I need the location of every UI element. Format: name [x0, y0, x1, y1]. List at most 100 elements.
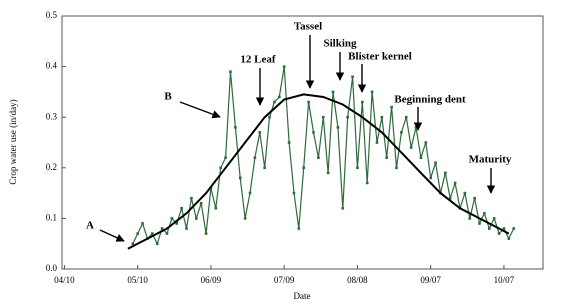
data-point	[331, 90, 335, 94]
data-point	[497, 232, 501, 235]
data-point	[414, 126, 418, 129]
data-point	[190, 196, 193, 200]
data-point	[302, 166, 306, 170]
data-point	[165, 232, 169, 235]
data-point	[468, 217, 472, 220]
data-point	[502, 227, 506, 230]
data-point	[214, 206, 218, 210]
data-point	[351, 75, 354, 79]
data-point	[453, 181, 457, 185]
data-point	[273, 100, 276, 104]
data-point	[346, 115, 349, 119]
x-tick-label: 08/08	[347, 275, 368, 285]
data-point	[155, 242, 159, 245]
x-axis-label: Date	[294, 291, 311, 301]
data-point	[336, 126, 340, 129]
data-point	[185, 227, 188, 230]
data-point	[317, 156, 320, 159]
data-point	[326, 171, 330, 175]
y-tick-label: 0.2	[46, 162, 57, 172]
annotation-arrow	[99, 229, 125, 242]
data-point	[365, 181, 369, 185]
data-point	[307, 100, 310, 104]
data-point	[444, 171, 447, 175]
annotation: Beginning dent	[394, 94, 466, 106]
data-point	[512, 227, 516, 230]
data-point	[282, 65, 286, 68]
data-point	[312, 131, 315, 134]
y-tick-label: 0.4	[46, 61, 58, 71]
data-point	[492, 217, 496, 220]
data-point	[229, 70, 232, 73]
data-point	[131, 242, 135, 245]
data-point	[297, 227, 301, 230]
data-point	[238, 176, 242, 180]
data-point	[424, 141, 428, 144]
x-tick-label: 06/09	[201, 275, 222, 285]
data-point	[487, 227, 491, 230]
annotation: Maturity	[469, 154, 512, 166]
data-point	[395, 166, 398, 170]
data-point	[380, 115, 384, 119]
data-point	[385, 156, 389, 159]
x-tick-label: 07/09	[274, 275, 295, 285]
annotation: Tassel	[294, 21, 322, 33]
data-point	[400, 131, 403, 134]
data-point	[278, 95, 281, 99]
data-point	[224, 156, 227, 159]
data-point	[419, 156, 423, 159]
data-point	[478, 222, 481, 225]
data-point	[199, 201, 203, 205]
data-point	[409, 146, 413, 149]
data-point	[219, 166, 223, 170]
data-point	[170, 217, 174, 220]
series-line	[127, 93, 510, 250]
data-point	[234, 126, 237, 129]
data-point	[448, 196, 452, 200]
annotation-arrow	[179, 101, 221, 119]
data-point	[263, 166, 266, 170]
data-point	[341, 206, 345, 210]
data-point	[473, 196, 476, 200]
data-point	[356, 166, 359, 170]
data-point	[258, 131, 262, 134]
y-axis-label: Crop water use (in/day)	[8, 99, 18, 184]
data-point	[321, 115, 325, 119]
data-point	[141, 222, 144, 225]
y-tick-label: 0.1	[46, 212, 57, 222]
annotation: 12 Leaf	[240, 54, 275, 66]
y-tick-label: 0.5	[46, 10, 58, 20]
data-point	[253, 156, 257, 159]
data-point	[507, 237, 511, 240]
x-tick-label: 04/10	[54, 275, 75, 285]
data-point	[287, 141, 291, 144]
data-point	[434, 161, 437, 165]
annotation: Blister kernel	[348, 51, 412, 63]
annotation: A	[86, 220, 94, 232]
x-tick-label: 10/07	[494, 275, 515, 285]
data-point	[463, 191, 467, 195]
data-point	[370, 90, 374, 94]
annotation: Silking	[323, 38, 357, 50]
data-point	[390, 105, 393, 109]
data-point	[204, 232, 208, 235]
y-tick-label: 0.3	[46, 111, 58, 121]
y-tick-label: 0.0	[46, 263, 58, 273]
data-point	[483, 212, 486, 215]
x-tick-label: 05/10	[127, 275, 148, 285]
data-point	[248, 191, 252, 195]
data-point	[268, 115, 271, 119]
data-point	[175, 222, 179, 225]
data-point	[151, 232, 154, 235]
data-point	[180, 206, 183, 210]
x-tick-label: 09/07	[420, 275, 441, 285]
data-point	[292, 191, 296, 195]
plot-frame	[61, 15, 544, 270]
data-point	[375, 141, 379, 144]
data-point	[136, 232, 139, 235]
data-point	[243, 217, 247, 220]
data-point	[160, 227, 164, 230]
data-point	[194, 217, 198, 220]
